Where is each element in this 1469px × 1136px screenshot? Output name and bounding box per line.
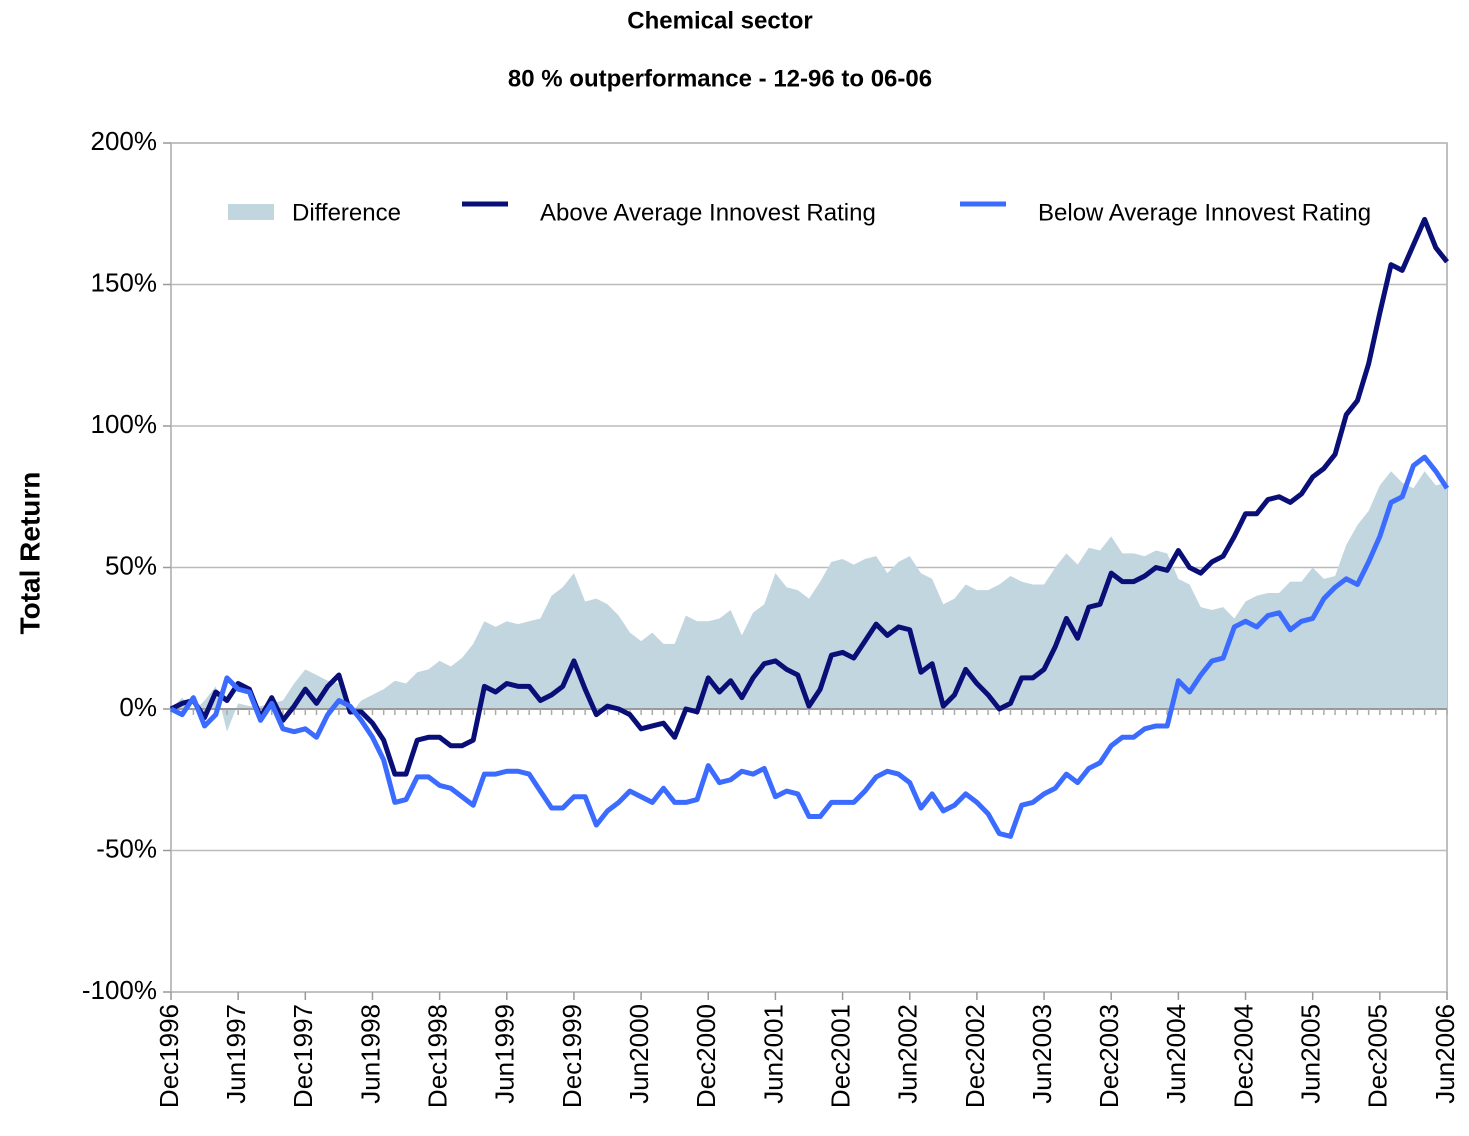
x-tick-label: Jun2003 bbox=[1027, 1004, 1057, 1104]
x-tick-label: Dec2004 bbox=[1228, 1004, 1258, 1108]
x-tick-label: Dec2000 bbox=[691, 1004, 721, 1108]
y-axis-label: Total Return bbox=[14, 472, 45, 635]
x-tick-label: Jun1997 bbox=[221, 1004, 251, 1104]
x-tick-label: Dec1996 bbox=[154, 1004, 184, 1108]
x-tick-label: Jun2006 bbox=[1430, 1004, 1460, 1104]
x-tick-label: Dec1999 bbox=[557, 1004, 587, 1108]
y-tick-label: 50% bbox=[105, 550, 157, 580]
chart-subtitle: 80 % outperformance - 12-96 to 06-06 bbox=[508, 65, 932, 92]
y-tick-label: -100% bbox=[82, 975, 157, 1005]
x-tick-label: Dec1998 bbox=[423, 1004, 453, 1108]
x-tick-label: Jun1999 bbox=[490, 1004, 520, 1104]
series-line bbox=[169, 216, 1449, 777]
series-line bbox=[169, 454, 1450, 839]
legend-label: Below Average Innovest Rating bbox=[1038, 199, 1371, 226]
x-tick-label: Jun2000 bbox=[624, 1004, 654, 1104]
x-tick-label: Jun2001 bbox=[758, 1004, 788, 1104]
legend-label: Difference bbox=[292, 199, 401, 226]
y-tick-label: 200% bbox=[91, 126, 158, 156]
y-tick-label: 150% bbox=[91, 267, 158, 297]
y-tick-label: -50% bbox=[96, 833, 157, 863]
x-tick-label: Dec1997 bbox=[288, 1004, 318, 1108]
y-tick-label: 0% bbox=[119, 692, 157, 722]
y-tick-label: 100% bbox=[91, 409, 158, 439]
x-tick-label: Dec2005 bbox=[1363, 1004, 1393, 1108]
x-tick-label: Jun2004 bbox=[1161, 1004, 1191, 1104]
x-tick-label: Jun2002 bbox=[893, 1004, 923, 1104]
x-tick-label: Dec2003 bbox=[1094, 1004, 1124, 1108]
chart-title: Chemical sector bbox=[627, 7, 812, 34]
difference-area bbox=[171, 471, 1447, 732]
x-tick-label: Dec2002 bbox=[960, 1004, 990, 1108]
x-tick-label: Dec2001 bbox=[825, 1004, 855, 1108]
legend-label: Above Average Innovest Rating bbox=[540, 199, 876, 226]
x-tick-label: Jun2005 bbox=[1296, 1004, 1326, 1104]
legend-swatch bbox=[228, 204, 274, 220]
x-tick-label: Jun1998 bbox=[355, 1004, 385, 1104]
